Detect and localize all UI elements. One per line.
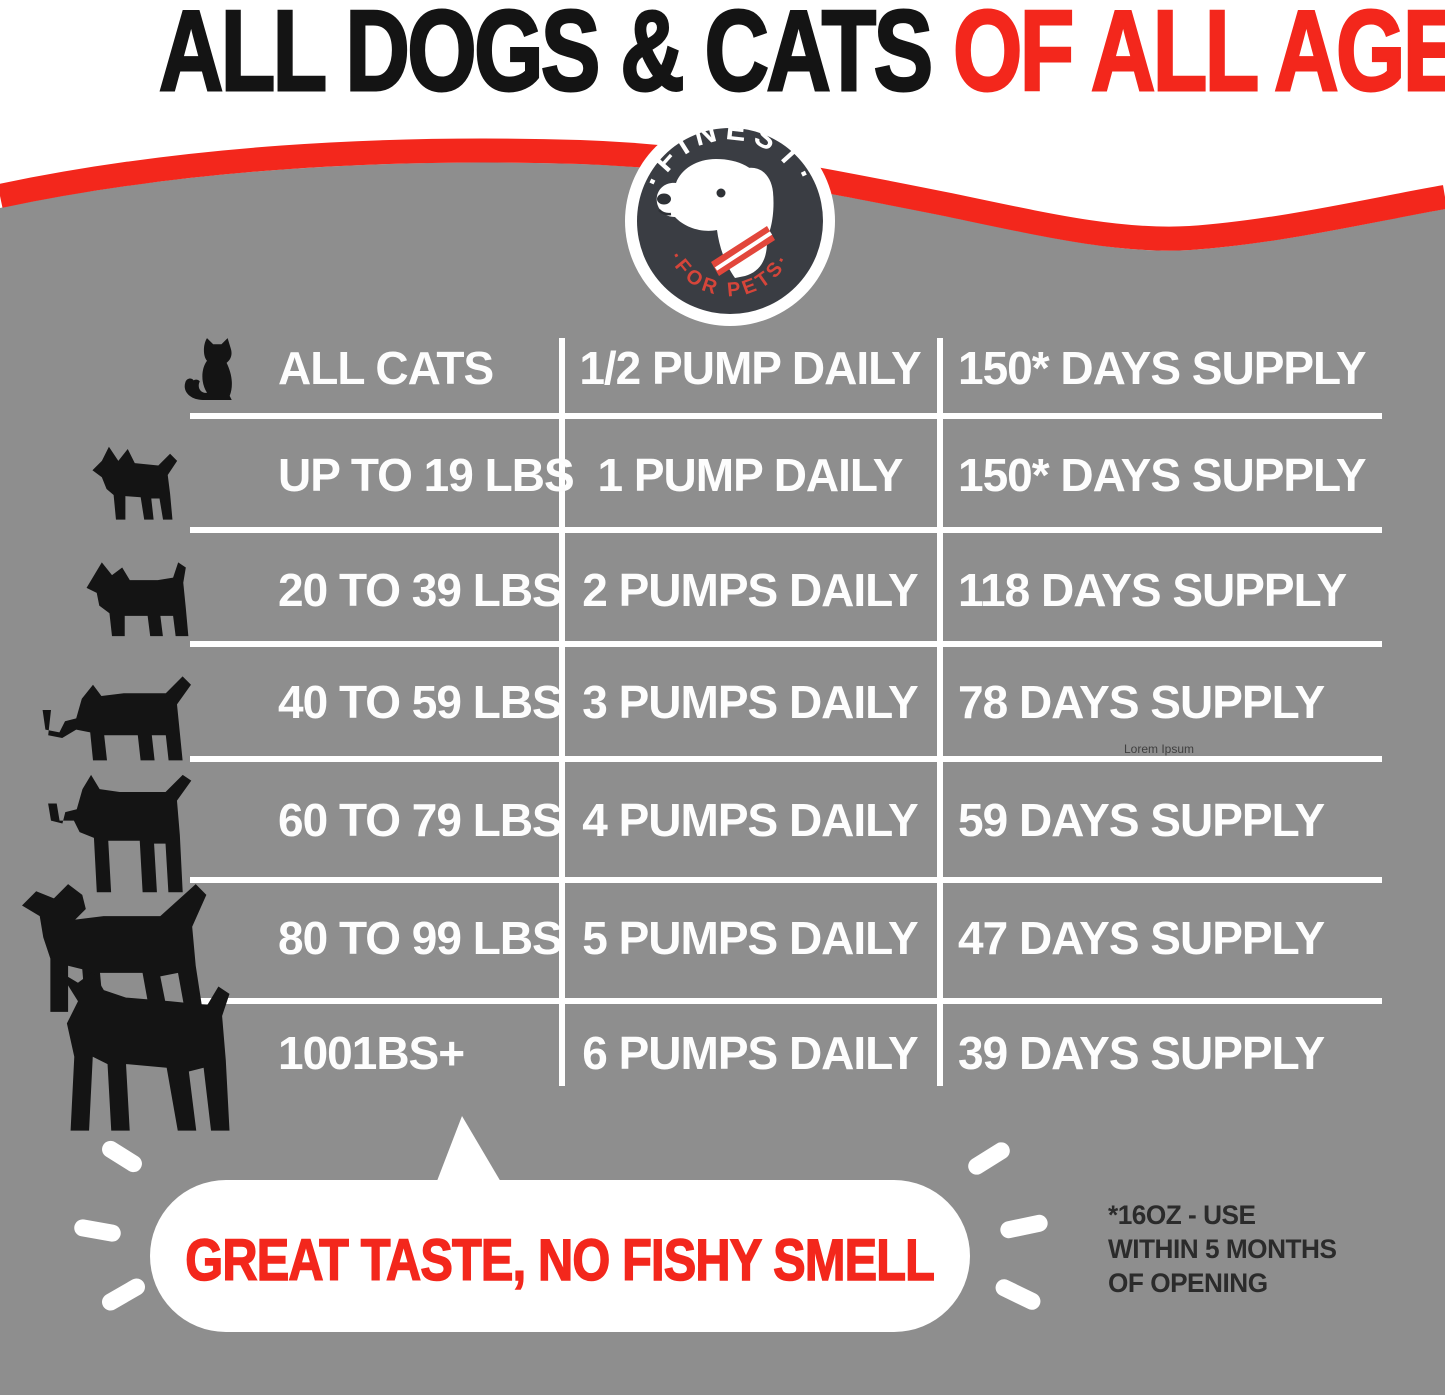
headline-red: OF ALL AGES <box>952 0 1445 115</box>
supply-label: 78 DAYS SUPPLY <box>958 676 1325 728</box>
table-row: ALL CATS 1/2 PUMP DAILY 150* DAYS SUPPLY <box>0 326 1445 410</box>
schnauzer-icon <box>42 668 200 766</box>
table-row: 20 TO 39 LBS 2 PUMPS DAILY 118 DAYS SUPP… <box>0 548 1445 632</box>
supply-label: 47 DAYS SUPPLY <box>958 912 1325 964</box>
footnote: *16OZ - USE WITHIN 5 MONTHS OF OPENING <box>1108 1198 1337 1300</box>
dose-label: 3 PUMPS DAILY <box>582 676 919 728</box>
table-row: 1001BS+ 6 PUMPS DAILY 39 DAYS SUPPLY <box>0 1011 1445 1095</box>
supply-label: 39 DAYS SUPPLY <box>958 1027 1325 1079</box>
weight-label: 1001BS+ <box>278 1027 465 1079</box>
footnote-line: OF OPENING <box>1108 1268 1268 1298</box>
row-divider-5 <box>190 877 1382 883</box>
airedale-icon <box>38 772 210 898</box>
red-swoosh <box>0 138 1445 251</box>
weight-label: UP TO 19 LBS <box>278 449 575 501</box>
cat-icon <box>178 336 236 402</box>
speech-bubble-text: GREAT TASTE, NO FISHY SMELL <box>185 1227 936 1294</box>
brand-logo: ·FINEST· ·FOR PETS· <box>625 114 835 326</box>
row-divider-3 <box>190 641 1382 647</box>
gray-panel <box>0 162 1445 1395</box>
footnote-line: WITHIN 5 MONTHS <box>1108 1234 1337 1264</box>
supply-label: 118 DAYS SUPPLY <box>958 564 1347 616</box>
table-row: 60 TO 79 LBS 4 PUMPS DAILY 59 DAYS SUPPL… <box>0 778 1445 862</box>
table-row: 80 TO 99 LBS 5 PUMPS DAILY 47 DAYS SUPPL… <box>0 896 1445 980</box>
dose-label: 4 PUMPS DAILY <box>582 794 919 846</box>
small-dog-icon <box>92 442 187 522</box>
terrier-icon <box>84 550 196 646</box>
row-divider-1 <box>190 413 1382 419</box>
dose-label: 1/2 PUMP DAILY <box>579 342 921 394</box>
column-divider-1 <box>559 338 565 1086</box>
supply-label: 59 DAYS SUPPLY <box>958 794 1325 846</box>
footnote-line: *16OZ - USE <box>1108 1200 1256 1230</box>
row-divider-4 <box>190 756 1382 762</box>
speech-bubble: GREAT TASTE, NO FISHY SMELL <box>150 1180 970 1332</box>
row-divider-2 <box>190 527 1382 533</box>
supply-label: 150* DAYS SUPPLY <box>958 449 1367 501</box>
speech-bubble-tail <box>432 1116 508 1194</box>
weight-label: 60 TO 79 LBS <box>278 794 563 846</box>
weight-label: 40 TO 59 LBS <box>278 676 563 728</box>
weight-label: 80 TO 99 LBS <box>278 912 563 964</box>
dose-label: 2 PUMPS DAILY <box>582 564 919 616</box>
row-divider-6 <box>190 998 1382 1004</box>
headline: ALL DOGS & CATS OF ALL AGES <box>158 0 1445 110</box>
headline-black: ALL DOGS & CATS <box>158 0 934 115</box>
watermark-text: Lorem Ipsum <box>1124 742 1195 756</box>
dog-head-icon <box>656 159 775 278</box>
dose-label: 6 PUMPS DAILY <box>582 1027 919 1079</box>
supply-label: 150* DAYS SUPPLY <box>958 342 1367 394</box>
table-row: 40 TO 59 LBS 3 PUMPS DAILY 78 DAYS SUPPL… <box>0 660 1445 744</box>
weight-label: ALL CATS <box>278 342 494 394</box>
great-dane-icon <box>52 968 237 1138</box>
dose-label: 5 PUMPS DAILY <box>582 912 919 964</box>
dose-label: 1 PUMP DAILY <box>597 449 904 501</box>
table-row: UP TO 19 LBS 1 PUMP DAILY 150* DAYS SUPP… <box>0 433 1445 517</box>
column-divider-2 <box>937 338 943 1086</box>
weight-label: 20 TO 39 LBS <box>278 564 563 616</box>
